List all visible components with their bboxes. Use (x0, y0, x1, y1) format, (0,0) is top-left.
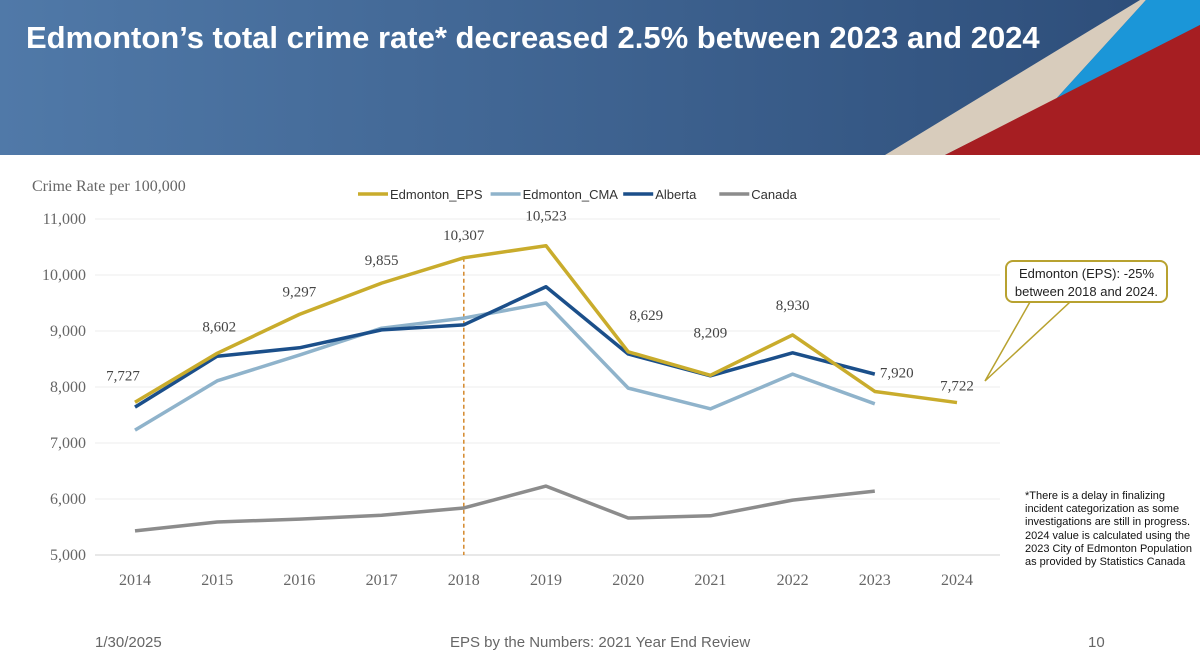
data-label: 10,307 (443, 228, 485, 244)
x-tick-label: 2023 (859, 572, 891, 589)
y-tick-label: 5,000 (50, 547, 86, 564)
x-tick-label: 2018 (448, 572, 480, 589)
y-tick-label: 11,000 (43, 211, 86, 228)
data-label: 8,602 (202, 319, 236, 335)
footnote-population: 2024 value is calculated using the 2023 … (1025, 529, 1192, 569)
legend-label: Edmonton_EPS (390, 187, 483, 202)
data-label: 9,855 (365, 253, 399, 269)
data-label: 8,930 (776, 298, 810, 314)
x-tick-label: 2022 (777, 572, 809, 589)
series-line-canada (134, 484, 875, 533)
legend-item-canada: Canada (719, 187, 798, 202)
annotation-callout: Edmonton (EPS): -25% between 2018 and 20… (1005, 260, 1168, 303)
data-label: 8,629 (629, 308, 663, 324)
footer-title: EPS by the Numbers: 2021 Year End Review (450, 634, 751, 651)
series-line-edmonton_cma (134, 301, 876, 432)
series-line-edmonton_eps (134, 243, 958, 405)
x-tick-label: 2016 (283, 572, 315, 589)
legend-item-alberta: Alberta (623, 187, 697, 202)
header-banner (0, 0, 1200, 155)
x-tick-label: 2017 (366, 572, 398, 589)
x-tick-label: 2021 (694, 572, 726, 589)
banner-stripe-red (945, 25, 1200, 155)
data-label: 8,209 (694, 325, 728, 341)
footnote: *There is a delay in finalizing incident… (1025, 490, 1195, 569)
data-label: 9,297 (283, 284, 317, 300)
legend-item-edmonton_cma: Edmonton_CMA (490, 187, 619, 202)
legend-label: Alberta (655, 187, 697, 202)
banner-stripe-beige (885, 0, 1146, 155)
legend-label: Edmonton_CMA (523, 187, 619, 202)
y-axis-label: Crime Rate per 100,000 (32, 178, 186, 195)
footer-date: 1/30/2025 (95, 634, 162, 651)
y-tick-label: 10,000 (42, 267, 86, 284)
page-number: 10 (1088, 634, 1105, 651)
y-tick-label: 8,000 (50, 379, 86, 396)
y-tick-label: 7,000 (50, 435, 86, 452)
data-label: 7,727 (106, 368, 140, 384)
legend-item-edmonton_eps: Edmonton_EPS (358, 187, 483, 202)
x-tick-label: 2024 (941, 572, 973, 589)
page-title: Edmonton’s total crime rate* decreased 2… (26, 20, 1040, 55)
x-tick-label: 2014 (119, 572, 151, 589)
x-tick-label: 2015 (201, 572, 233, 589)
callout-tail (984, 301, 1072, 382)
legend-label: Canada (751, 187, 797, 202)
y-tick-label: 6,000 (50, 491, 86, 508)
data-label: 7,722 (940, 379, 974, 395)
x-tick-label: 2020 (612, 572, 644, 589)
crime-rate-chart: Crime Rate per 100,000 5,000 6,000 7,000 8,… (32, 178, 1072, 589)
data-label: 7,920 (880, 365, 914, 381)
banner-stripe-blue (1055, 0, 1200, 100)
footnote-delay: *There is a delay in finalizing incident… (1025, 490, 1191, 529)
x-tick-label: 2019 (530, 572, 562, 589)
y-tick-label: 9,000 (50, 323, 86, 340)
series-line-alberta (134, 285, 876, 409)
data-label: 10,523 (525, 209, 566, 225)
